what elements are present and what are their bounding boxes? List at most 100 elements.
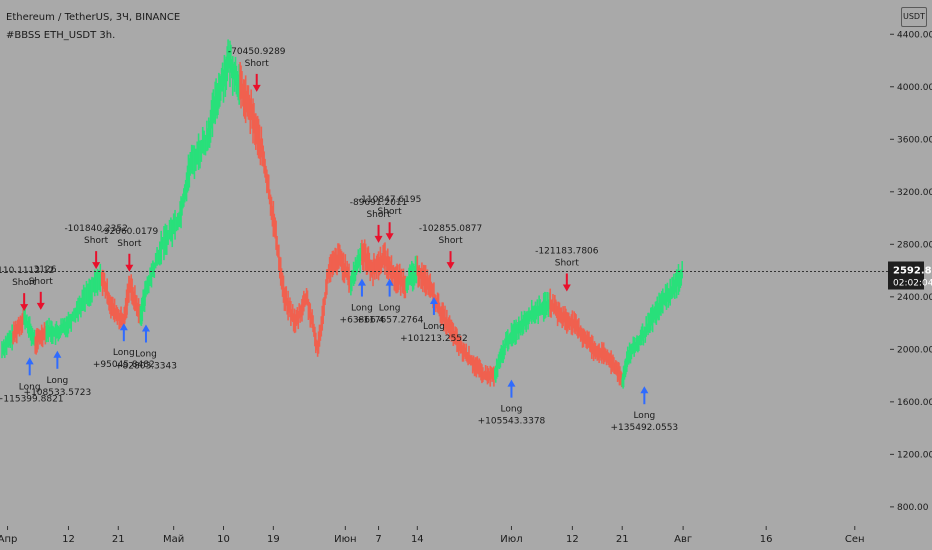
trade-label-bottom: Short [378,207,403,217]
trade-marker-short[interactable]: -101840.2352 Short [64,224,128,270]
trade-label-bottom: Short [12,278,37,288]
x-tick-label: Июл [500,534,522,545]
trade-label-bottom: Short [117,239,142,249]
trade-marker-short[interactable]: -110847.6195 Short [358,195,421,241]
trade-label-bottom: Short [84,236,109,246]
long-arrow-head-icon [507,379,516,387]
y-tick-label: 4400.00 [897,30,932,40]
x-tick-label: 10 [217,534,230,545]
price-tag: 2592.86 02:02:04 [888,261,932,290]
long-arrow-head-icon [141,324,150,332]
y-tick-label: 800.00 [897,503,929,513]
long-arrow-head-icon [385,278,394,286]
trade-marker-short[interactable]: -121183.7806 Short [535,246,599,292]
trade-label-bottom: Short [555,258,580,268]
chart-title: Ethereum / TetherUS, 3Ч, BINANCE [6,12,181,23]
time-axis[interactable]: Апр 12 21 Май 10 19 Июн 7 14 Июл 12 21 Авг 16 Сен [0,526,865,545]
x-tick-label: Сен [845,534,865,545]
trade-label-top: Long [423,322,445,332]
y-tick-label: 1600.00 [897,398,932,408]
long-arrow-head-icon [25,357,34,365]
trade-marker-short[interactable]: ...3126 Short [25,265,57,310]
trade-label-top: -102855.0877 [419,224,482,234]
y-tick-label: 2400.00 [897,293,932,303]
long-arrow-head-icon [357,278,366,286]
strategy-label: #BBSS ETH_USDT 3h. [6,30,116,41]
trade-label-bottom: +105543.3378 [478,417,546,427]
short-arrow-head-icon [385,233,394,241]
short-arrow-head-icon [446,262,455,270]
trade-label-top: Long [135,350,157,360]
trade-label-top: Long [633,411,655,421]
trade-marker-long[interactable]: Long +105543.3378 [478,379,546,427]
short-arrow-head-icon [562,284,571,292]
y-tick-label: 4000.00 [897,83,932,93]
y-tick-label: 3600.00 [897,135,932,145]
trade-label-top: -110847.6195 [358,195,421,205]
short-arrow-head-icon [92,262,101,270]
trade-marker-long[interactable]: Long +117657.2764 [356,278,424,326]
x-tick-label: 16 [760,534,773,545]
short-arrow-head-icon [252,84,261,92]
x-tick-label: Июн [334,534,356,545]
short-arrow-head-icon [20,304,29,312]
x-tick-label: 12 [62,534,75,545]
y-tick-label: 2000.00 [897,345,932,355]
trade-label-top: -101840.2352 [64,224,127,234]
long-arrow-head-icon [640,386,649,394]
trade-label-top: Long [379,304,401,314]
trade-label-top: Long [501,405,523,415]
trade-label-top: -70450.9289 [228,47,286,57]
price-axis[interactable]: 800.00 1200.00 1600.00 2000.00 2400.00 2800.0… [890,30,932,513]
price-tag-countdown: 02:02:04 [893,279,932,289]
trade-label-bottom: +108533.5723 [24,388,92,398]
trade-label-top: -89691.2011 [350,198,408,208]
trade-marker-long[interactable]: Long +108533.5723 [24,350,92,398]
y-tick-label: 1200.00 [897,450,932,460]
trade-label-bottom: +82803.3343 [115,362,177,372]
trade-label-bottom: +115399.8821 [0,394,64,404]
trade-marker-long[interactable]: Long +115399.8821 [0,357,64,404]
trade-marker-long[interactable]: Long +82803.3343 [115,324,177,372]
x-tick-label: 14 [411,534,424,545]
x-tick-label: 21 [112,534,125,545]
x-tick-label: 12 [566,534,579,545]
trade-marker-long[interactable]: Long+95045.8482 [93,323,155,370]
short-arrow-head-icon [36,302,45,310]
trade-label-bottom: +135492.0553 [611,423,679,433]
trade-label-top: Long [351,304,373,314]
short-arrow-head-icon [374,235,383,243]
trade-label-bottom: Short [438,236,463,246]
y-tick-label: 2800.00 [897,240,932,250]
trade-label-bottom: Short [366,210,391,220]
y-tick-label: 3200.00 [897,188,932,198]
trade-label-bottom: +95045.8482 [93,360,155,370]
trade-label-bottom: Short [29,277,54,287]
trade-label-top: Long [46,376,68,386]
trade-marker-short[interactable]: -92060.0179 Short [101,227,159,272]
trade-label-bottom: Short [245,59,270,69]
short-arrow-head-icon [125,264,134,272]
trade-marker-short[interactable]: -102855.0877 Short [419,224,482,270]
currency-button[interactable]: USDT [901,7,927,27]
trade-label-bottom: +117657.2764 [356,316,424,326]
price-series [1,39,683,389]
price-tag-value: 2592.86 [893,266,932,277]
trade-marker-short[interactable]: -70450.9289 Short [228,47,286,92]
long-arrow-head-icon [429,296,438,304]
trade-label-bottom: +101213.2552 [400,334,468,344]
long-arrow-head-icon [119,323,128,331]
long-arrow-head-icon [53,350,62,358]
trade-label-top: Long [19,382,41,392]
trade-marker-long[interactable]: Long +135492.0553 [611,386,679,433]
trade-label-top: ...3126 [25,265,57,275]
trade-marker-long[interactable]: Long +63866.4 [340,278,385,326]
trade-marker-long[interactable]: Long +101213.2552 [400,296,468,344]
trade-label-top: -92060.0179 [101,227,159,237]
trade-label-top: -121183.7806 [535,246,599,256]
trade-label-bottom: +63866.4 [340,316,385,326]
x-tick-label: 7 [375,534,381,545]
price-tag-background [888,261,924,290]
